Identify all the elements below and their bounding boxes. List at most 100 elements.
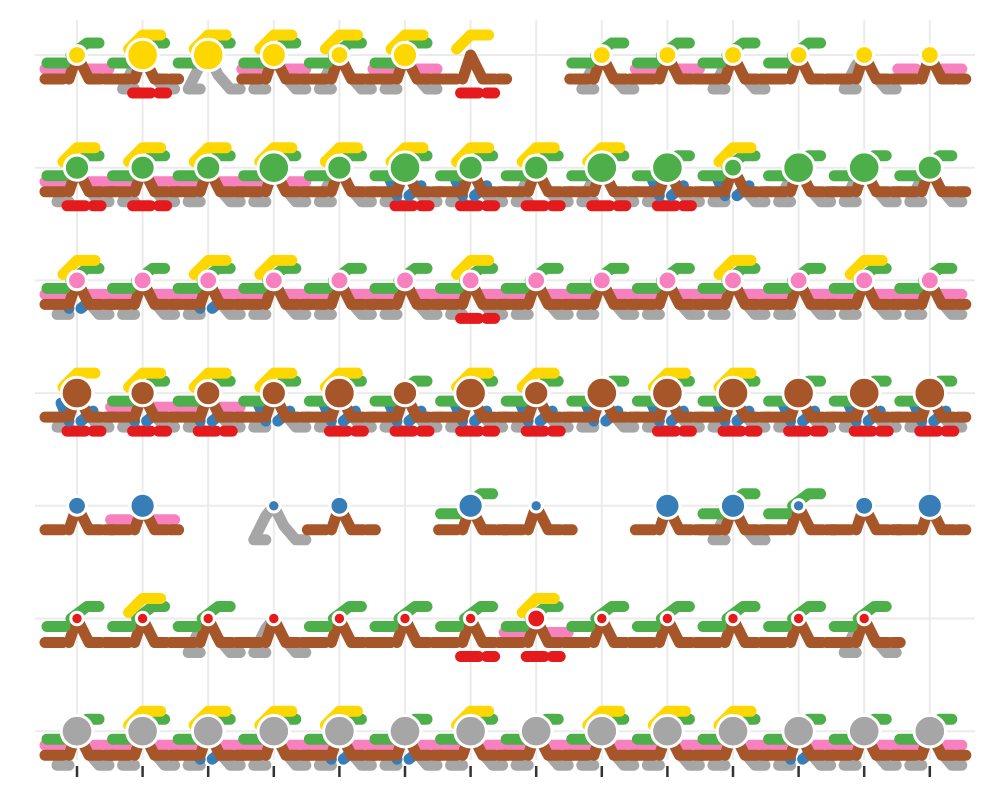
yellow-glyph [516,593,560,618]
data-point [325,153,354,182]
data-point [590,44,613,66]
yellow-glyph [123,367,167,393]
data-point [131,269,154,292]
data-point [134,610,151,627]
yellow-glyph [451,29,495,55]
data-point [594,610,610,627]
data-point [128,153,157,182]
brown-glyph [301,500,381,536]
data-point [846,150,882,185]
data-point [718,491,748,520]
brown-glyph [498,500,578,536]
glyph-row [39,367,972,437]
data-point [781,375,816,411]
data-point [853,44,876,66]
data-point [522,153,551,182]
data-point [715,375,751,411]
data-point [387,150,423,185]
data-point [856,610,872,627]
data-point [59,375,95,411]
data-point [328,269,351,292]
yellow-glyph [319,142,363,168]
data-point [525,607,548,630]
data-point [787,44,810,66]
data-point [331,610,348,627]
data-point [522,379,551,408]
yellow-glyph [57,142,101,168]
data-point [715,713,751,749]
yellow-glyph [188,254,232,280]
yellow-glyph [713,142,757,168]
data-point [787,269,810,292]
data-point [387,713,423,749]
data-point [125,37,160,73]
marks [39,29,972,771]
data-point [650,375,685,411]
data-point [584,150,620,185]
data-point [328,494,351,517]
data-point [722,156,744,179]
data-point [518,713,554,749]
brown-glyph [892,49,972,85]
data-point [322,713,357,749]
data-point [915,153,944,182]
data-point [62,153,92,182]
data-point [722,269,744,292]
data-point [256,713,292,749]
data-point [912,375,948,411]
data-point [59,713,95,749]
data-point [584,375,620,411]
data-point [125,713,160,749]
data-point [66,269,88,292]
data-point [128,491,157,520]
data-point [200,610,216,627]
data-point [262,269,285,292]
data-point [853,494,876,517]
data-point [656,44,679,66]
data-point [194,379,223,408]
brown-glyph [826,613,906,648]
data-point [853,269,876,292]
data-point [194,153,223,182]
yellow-glyph [123,593,167,618]
yellow-glyph [188,367,232,393]
data-point [390,379,420,408]
yellow-glyph [123,142,167,168]
data-point [128,379,157,408]
data-point [453,375,488,411]
yellow-glyph [451,142,495,168]
data-point [650,713,685,749]
yellow-glyph [516,142,560,168]
yellow-glyph [451,254,495,280]
data-point [259,40,288,70]
data-point [459,269,482,292]
data-point [656,269,679,292]
data-point [322,375,357,411]
yellow-glyph [254,254,298,280]
data-point [912,713,948,749]
data-point [456,491,485,520]
data-point [266,498,282,514]
data-point [918,44,941,66]
data-point [653,491,682,520]
data-point [190,37,226,73]
yellow-glyph [188,142,232,168]
data-point [66,494,88,517]
glyph-row [39,142,972,212]
data-point [525,269,548,292]
yellow-glyph [713,254,757,280]
data-point [790,610,807,627]
data-point [790,498,807,514]
data-point [66,44,88,66]
data-point [328,44,351,66]
yellow-glyph [57,254,101,280]
glyph-row [39,29,972,99]
x-axis-ticks [75,766,932,777]
data-point [456,153,485,182]
data-point [659,610,676,627]
data-point [918,269,941,292]
data-point [453,713,488,749]
data-point [197,269,220,292]
data-point [462,610,479,627]
